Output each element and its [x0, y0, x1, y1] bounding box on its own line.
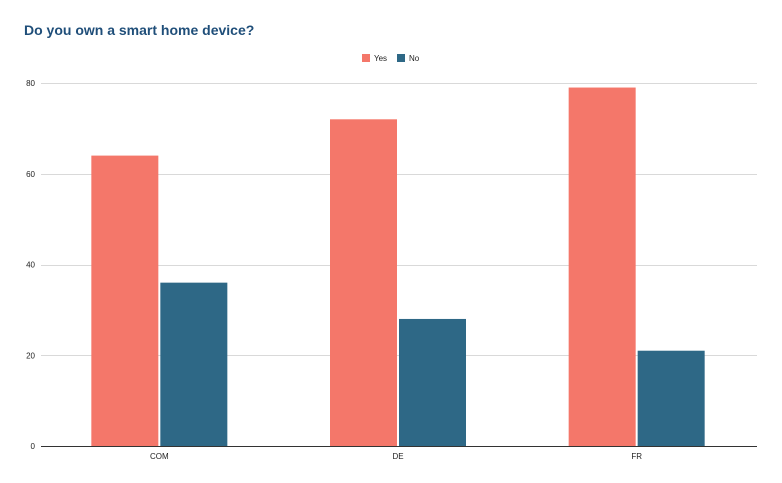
- bar-yes-com[interactable]: [91, 155, 159, 446]
- legend-swatch-yes[interactable]: [362, 54, 370, 62]
- chart-title: Do you own a smart home device?: [24, 22, 255, 38]
- legend-swatch-no[interactable]: [397, 54, 405, 62]
- y-tick-label: 60: [26, 170, 35, 179]
- x-tick-label: FR: [631, 452, 642, 461]
- bar-no-de[interactable]: [399, 318, 466, 446]
- bar-yes-de[interactable]: [330, 119, 397, 447]
- bar-no-com[interactable]: [160, 282, 228, 446]
- legend-label-no: No: [409, 54, 420, 63]
- legend: Yes No: [362, 54, 420, 63]
- y-tick-label: 80: [26, 79, 35, 88]
- x-tick-label: COM: [150, 452, 169, 461]
- legend-label-yes: Yes: [374, 54, 387, 63]
- bar-yes-fr[interactable]: [568, 87, 636, 446]
- y-tick-label: 0: [31, 442, 36, 451]
- x-tick-label: DE: [392, 452, 403, 461]
- y-tick-label: 40: [26, 261, 35, 270]
- bars: [91, 87, 705, 447]
- y-tick-label: 20: [26, 351, 35, 360]
- y-tick-labels: 0 20 40 60 80: [26, 79, 35, 451]
- x-tick-labels: COM DE FR: [150, 452, 642, 461]
- bar-no-fr[interactable]: [637, 350, 705, 446]
